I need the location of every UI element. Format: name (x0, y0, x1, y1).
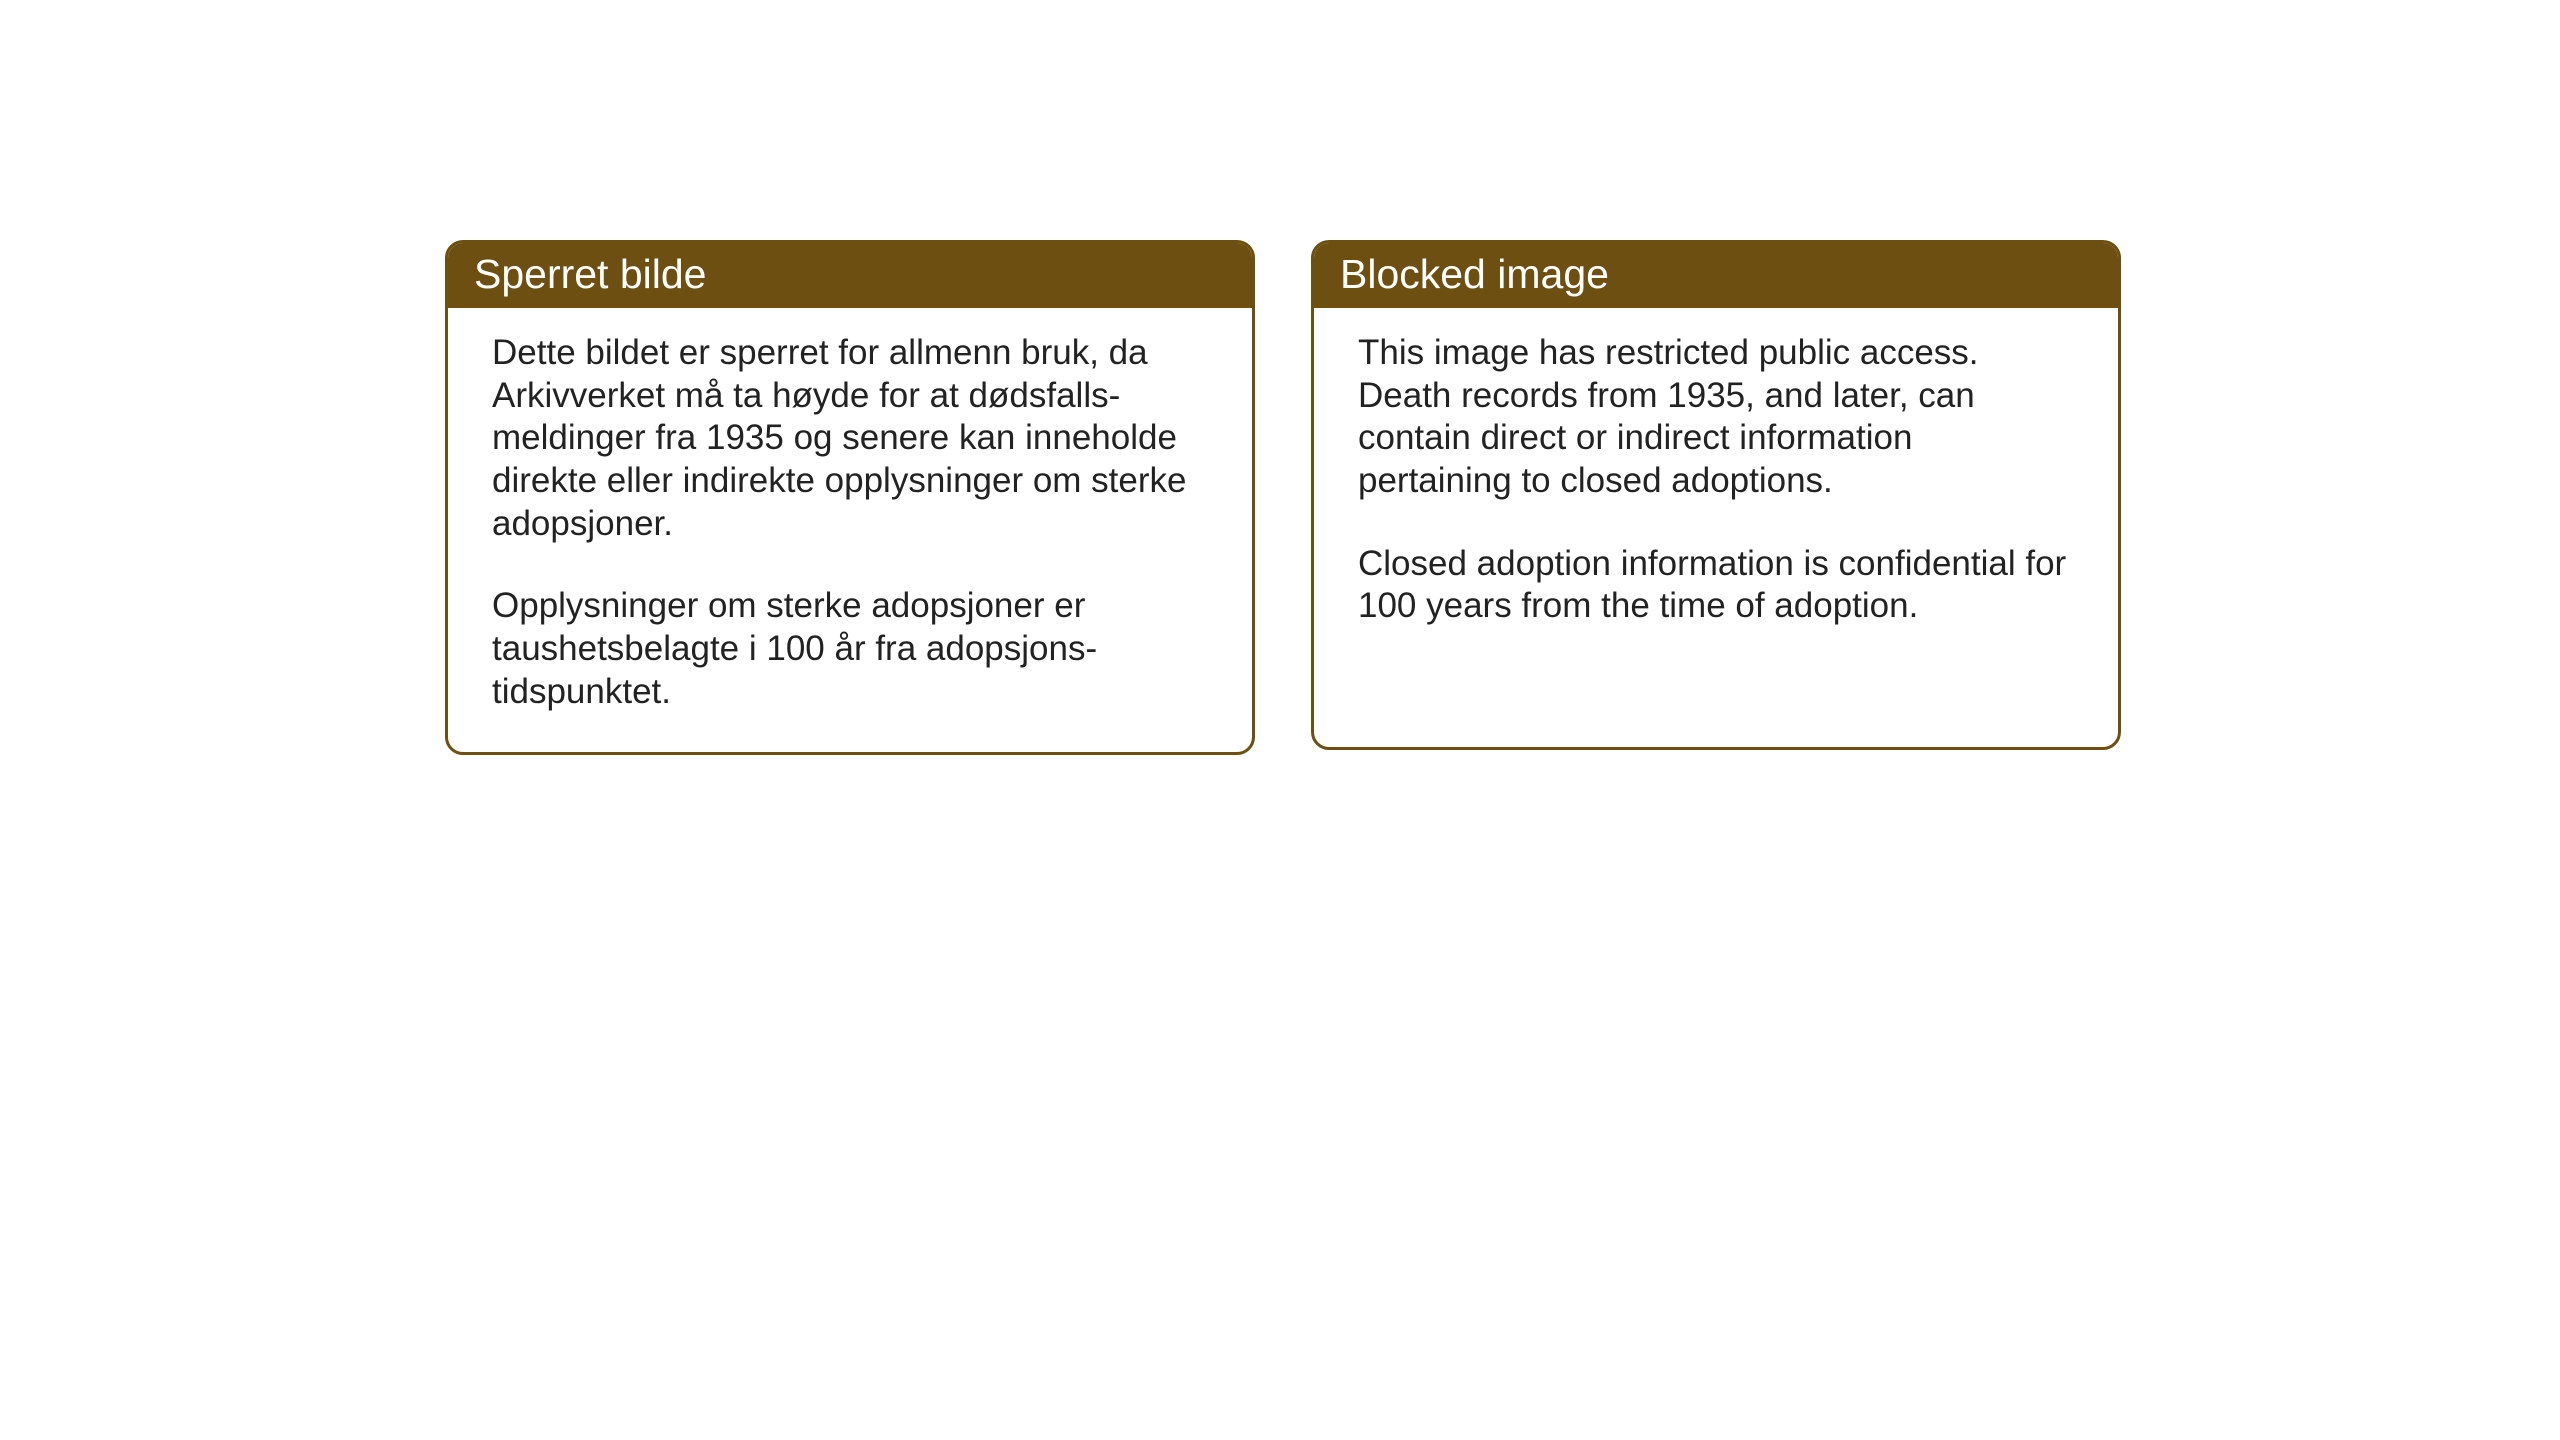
notice-body-norwegian: Dette bildet er sperret for allmenn bruk… (448, 308, 1252, 752)
notice-container: Sperret bilde Dette bildet er sperret fo… (445, 240, 2121, 755)
notice-card-norwegian: Sperret bilde Dette bildet er sperret fo… (445, 240, 1255, 755)
notice-title-norwegian: Sperret bilde (474, 251, 706, 297)
notice-paragraph-1-english: This image has restricted public access.… (1358, 332, 2074, 503)
notice-paragraph-1-norwegian: Dette bildet er sperret for allmenn bruk… (492, 332, 1208, 545)
notice-paragraph-2-norwegian: Opplysninger om sterke adopsjoner er tau… (492, 585, 1208, 713)
notice-body-english: This image has restricted public access.… (1314, 308, 2118, 666)
notice-card-english: Blocked image This image has restricted … (1311, 240, 2121, 750)
notice-header-english: Blocked image (1314, 243, 2118, 308)
notice-paragraph-2-english: Closed adoption information is confident… (1358, 543, 2074, 628)
notice-header-norwegian: Sperret bilde (448, 243, 1252, 308)
notice-title-english: Blocked image (1340, 251, 1609, 297)
